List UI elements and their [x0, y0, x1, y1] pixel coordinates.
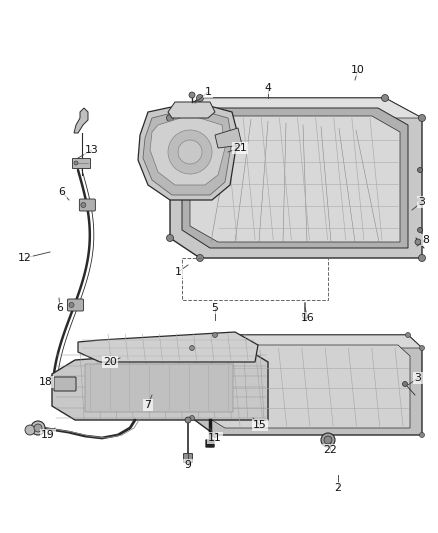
Circle shape: [197, 94, 204, 101]
Text: 21: 21: [233, 143, 247, 153]
Text: 20: 20: [103, 357, 117, 367]
Text: 19: 19: [41, 430, 55, 440]
Circle shape: [418, 254, 425, 262]
Text: 15: 15: [253, 420, 267, 430]
Circle shape: [417, 228, 423, 232]
Text: 6: 6: [59, 187, 65, 197]
Circle shape: [166, 235, 173, 241]
Text: 11: 11: [208, 433, 222, 443]
Circle shape: [324, 436, 332, 444]
Circle shape: [178, 140, 202, 164]
Circle shape: [166, 115, 173, 122]
Text: 3: 3: [419, 197, 425, 207]
Circle shape: [189, 92, 195, 98]
FancyBboxPatch shape: [79, 199, 95, 211]
Circle shape: [381, 94, 389, 101]
Polygon shape: [138, 102, 238, 200]
Circle shape: [190, 345, 194, 351]
Circle shape: [212, 333, 218, 337]
Text: 13: 13: [85, 145, 99, 155]
Text: 18: 18: [39, 377, 53, 387]
Circle shape: [321, 433, 335, 447]
Circle shape: [31, 421, 45, 435]
Polygon shape: [202, 345, 410, 428]
Text: 9: 9: [184, 460, 191, 470]
Polygon shape: [170, 98, 422, 118]
FancyBboxPatch shape: [85, 364, 233, 412]
Polygon shape: [192, 335, 422, 348]
Circle shape: [212, 432, 218, 438]
Polygon shape: [182, 108, 408, 248]
Circle shape: [418, 115, 425, 122]
FancyBboxPatch shape: [206, 440, 214, 447]
Circle shape: [69, 303, 74, 308]
Circle shape: [415, 239, 421, 245]
FancyBboxPatch shape: [184, 454, 192, 463]
Circle shape: [74, 161, 78, 165]
Circle shape: [81, 203, 86, 207]
Circle shape: [25, 425, 35, 435]
Circle shape: [34, 424, 42, 432]
Polygon shape: [78, 332, 258, 362]
Text: 7: 7: [145, 400, 152, 410]
Circle shape: [197, 254, 204, 262]
Polygon shape: [190, 116, 400, 242]
FancyBboxPatch shape: [54, 377, 76, 391]
Circle shape: [417, 198, 423, 203]
Text: 2: 2: [335, 483, 342, 493]
Text: 4: 4: [265, 83, 272, 93]
Polygon shape: [52, 348, 268, 420]
Polygon shape: [168, 102, 215, 118]
Text: 3: 3: [414, 373, 421, 383]
Circle shape: [406, 333, 410, 337]
Text: 1: 1: [175, 267, 181, 277]
Polygon shape: [74, 108, 88, 133]
Text: 22: 22: [323, 445, 337, 455]
Polygon shape: [150, 115, 225, 185]
Text: 6: 6: [57, 303, 64, 313]
Polygon shape: [192, 335, 422, 435]
Circle shape: [420, 345, 424, 351]
Circle shape: [185, 417, 191, 423]
Text: 12: 12: [18, 253, 32, 263]
Polygon shape: [72, 158, 90, 168]
Circle shape: [420, 432, 424, 438]
Text: 5: 5: [212, 303, 219, 313]
Circle shape: [168, 130, 212, 174]
Polygon shape: [215, 128, 242, 148]
FancyBboxPatch shape: [67, 299, 84, 311]
Text: 1: 1: [205, 87, 212, 97]
Circle shape: [417, 167, 423, 173]
Text: 8: 8: [423, 235, 429, 245]
Text: 16: 16: [301, 313, 315, 323]
Polygon shape: [170, 98, 422, 258]
Polygon shape: [143, 108, 232, 195]
Circle shape: [403, 382, 407, 386]
Circle shape: [190, 416, 194, 421]
Text: 10: 10: [351, 65, 365, 75]
